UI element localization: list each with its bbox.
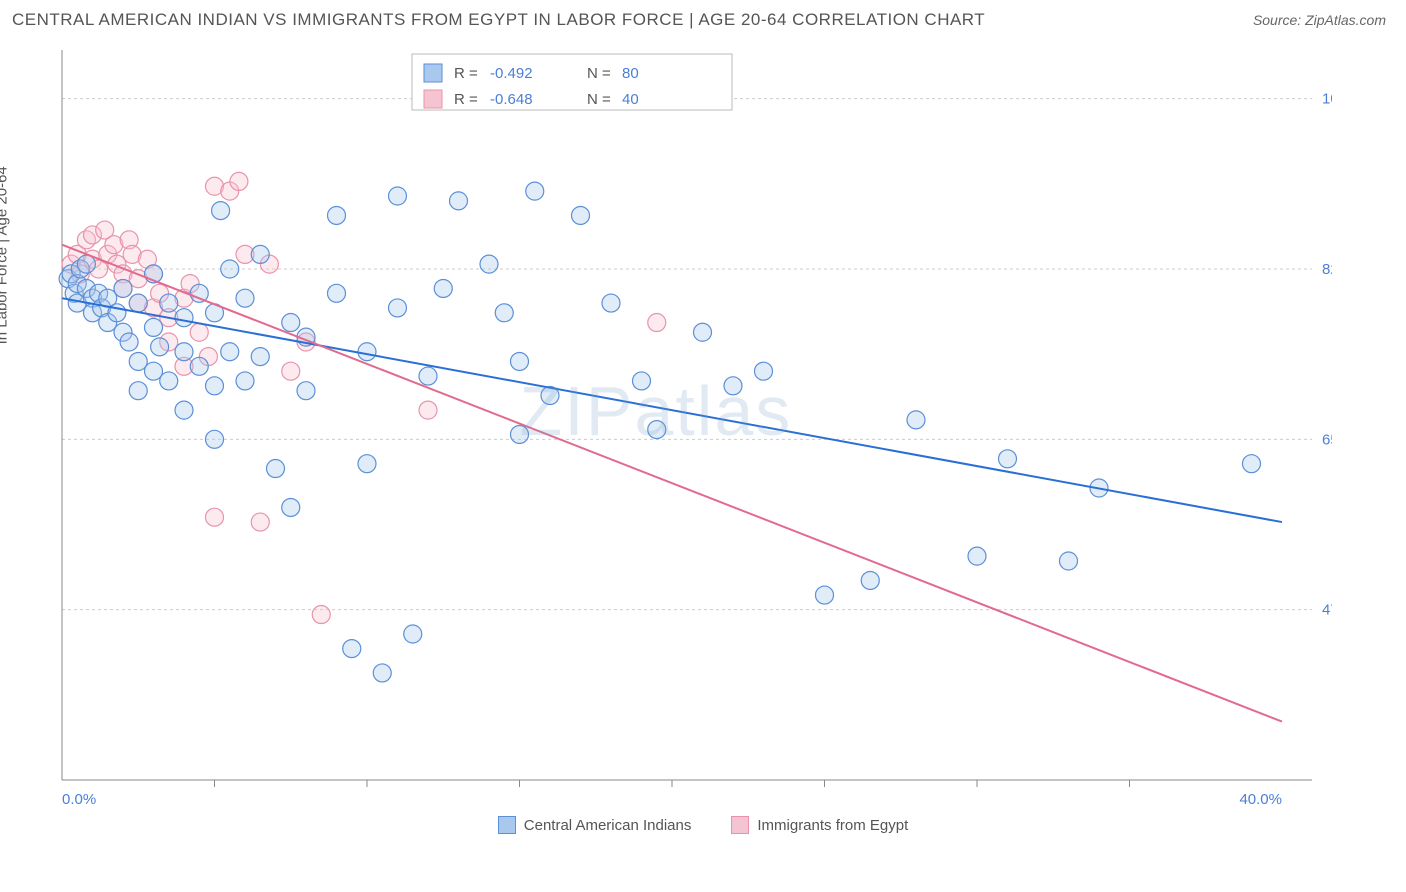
correlation-stat-box: R = -0.492 N = 80 R = -0.648 N = 40 xyxy=(412,54,732,110)
svg-text:N =: N = xyxy=(587,65,611,82)
scatter-point xyxy=(1060,552,1078,570)
scatter-point xyxy=(175,343,193,361)
scatter-point xyxy=(511,425,529,443)
scatter-point xyxy=(572,206,590,224)
scatter-point xyxy=(236,289,254,307)
scatter-point xyxy=(312,606,330,624)
scatter-point xyxy=(77,255,95,273)
scatter-point xyxy=(175,401,193,419)
scatter-point xyxy=(389,299,407,317)
scatter-point xyxy=(221,260,239,278)
scatter-point xyxy=(968,547,986,565)
legend-swatch xyxy=(731,816,749,834)
y-axis-label: In Labor Force | Age 20-64 xyxy=(0,166,11,344)
svg-text:N =: N = xyxy=(587,91,611,108)
svg-text:47.5%: 47.5% xyxy=(1322,602,1332,619)
scatter-point xyxy=(999,450,1017,468)
scatter-point xyxy=(206,508,224,526)
svg-text:-0.648: -0.648 xyxy=(490,91,533,108)
scatter-chart: 47.5% 65.0% 82.5% 100.0% 0.0% 40.0% R = -0.492 N… xyxy=(12,40,1332,810)
scatter-point xyxy=(230,172,248,190)
scatter-point xyxy=(282,498,300,516)
scatter-point xyxy=(236,372,254,390)
legend-item: Immigrants from Egypt xyxy=(731,816,908,834)
scatter-point xyxy=(480,255,498,273)
legend-bottom: Central American Indians Immigrants from … xyxy=(0,816,1406,834)
scatter-point xyxy=(358,343,376,361)
svg-text:80: 80 xyxy=(622,65,639,82)
scatter-point xyxy=(328,206,346,224)
scatter-point xyxy=(648,421,666,439)
scatter-point xyxy=(495,304,513,322)
scatter-point xyxy=(282,314,300,332)
scatter-point xyxy=(389,187,407,205)
chart-area: In Labor Force | Age 20-64 47.5%65.0%82.… xyxy=(12,40,1394,810)
scatter-point xyxy=(861,571,879,589)
scatter-point xyxy=(206,430,224,448)
scatter-point xyxy=(282,362,300,380)
scatter-point xyxy=(602,294,620,312)
legend-swatch xyxy=(498,816,516,834)
svg-text:40.0%: 40.0% xyxy=(1239,791,1282,808)
header-bar: CENTRAL AMERICAN INDIAN VS IMMIGRANTS FR… xyxy=(0,0,1406,36)
legend-item: Central American Indians xyxy=(498,816,692,834)
scatter-point xyxy=(206,377,224,395)
scatter-point xyxy=(145,318,163,336)
svg-text:65.0%: 65.0% xyxy=(1322,431,1332,448)
chart-title: CENTRAL AMERICAN INDIAN VS IMMIGRANTS FR… xyxy=(12,10,985,30)
source-label: Source: ZipAtlas.com xyxy=(1253,12,1386,28)
svg-text:R =: R = xyxy=(454,65,478,82)
scatter-point xyxy=(129,382,147,400)
scatter-point xyxy=(419,367,437,385)
scatter-point xyxy=(221,343,239,361)
svg-text:82.5%: 82.5% xyxy=(1322,261,1332,278)
scatter-point xyxy=(160,294,178,312)
scatter-point xyxy=(358,455,376,473)
scatter-point xyxy=(251,513,269,531)
scatter-point xyxy=(190,323,208,341)
svg-text:R =: R = xyxy=(454,91,478,108)
scatter-point xyxy=(343,640,361,658)
scatter-point xyxy=(267,460,285,478)
scatter-point xyxy=(251,245,269,263)
scatter-point xyxy=(450,192,468,210)
scatter-point xyxy=(151,338,169,356)
scatter-point xyxy=(190,357,208,375)
scatter-point xyxy=(120,333,138,351)
scatter-point xyxy=(212,202,230,220)
scatter-point xyxy=(404,625,422,643)
scatter-point xyxy=(755,362,773,380)
scatter-point xyxy=(160,372,178,390)
scatter-point xyxy=(190,284,208,302)
svg-text:0.0%: 0.0% xyxy=(62,791,96,808)
scatter-point xyxy=(816,586,834,604)
scatter-point xyxy=(1243,455,1261,473)
scatter-point xyxy=(694,323,712,341)
scatter-point xyxy=(648,314,666,332)
scatter-point xyxy=(373,664,391,682)
scatter-point xyxy=(251,348,269,366)
scatter-point xyxy=(633,372,651,390)
scatter-point xyxy=(419,401,437,419)
scatter-point xyxy=(526,182,544,200)
scatter-point xyxy=(511,352,529,370)
svg-text:-0.492: -0.492 xyxy=(490,65,533,82)
legend-label: Central American Indians xyxy=(524,817,692,834)
scatter-point xyxy=(297,382,315,400)
trend-line xyxy=(62,298,1282,522)
legend-label: Immigrants from Egypt xyxy=(757,817,908,834)
scatter-point xyxy=(328,284,346,302)
svg-text:100.0%: 100.0% xyxy=(1322,91,1332,108)
scatter-point xyxy=(907,411,925,429)
scatter-point xyxy=(434,279,452,297)
svg-text:40: 40 xyxy=(622,91,639,108)
scatter-point xyxy=(724,377,742,395)
scatter-point xyxy=(129,294,147,312)
scatter-point xyxy=(114,279,132,297)
scatter-point xyxy=(175,309,193,327)
